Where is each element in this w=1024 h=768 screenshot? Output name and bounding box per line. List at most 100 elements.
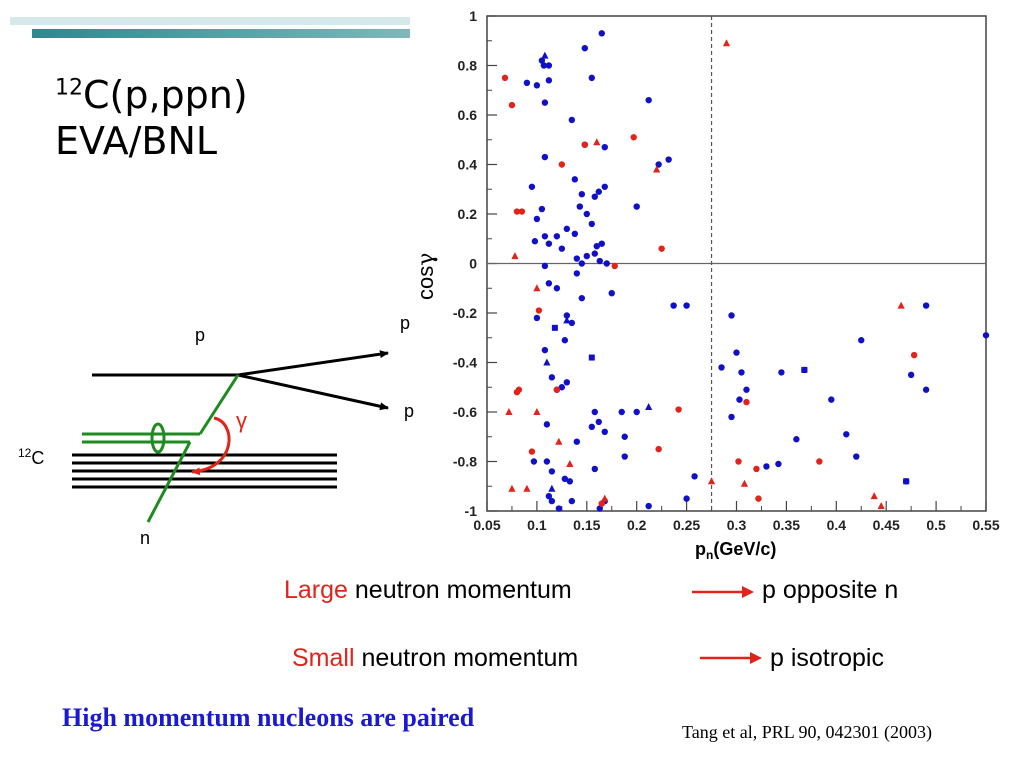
y-tick-label: -0.4 bbox=[453, 355, 477, 371]
data-point bbox=[611, 262, 618, 270]
data-point bbox=[778, 369, 785, 376]
data-point bbox=[568, 497, 576, 505]
data-point bbox=[601, 183, 608, 190]
y-tick-label: 0.8 bbox=[458, 58, 478, 74]
data-point bbox=[541, 262, 549, 270]
x-tick-label: 0.3 bbox=[727, 517, 747, 533]
data-point bbox=[563, 225, 571, 233]
data-point bbox=[568, 319, 576, 327]
x-tick-label: 0.4 bbox=[827, 517, 847, 533]
label-nucleus-sup: 12 bbox=[18, 446, 32, 460]
data-point bbox=[608, 290, 615, 297]
data-point bbox=[653, 165, 661, 173]
data-point bbox=[691, 473, 698, 480]
x-tick-label: 0.55 bbox=[972, 517, 999, 533]
data-point bbox=[545, 280, 553, 287]
data-point bbox=[545, 62, 553, 69]
data-point bbox=[598, 30, 605, 37]
data-point bbox=[655, 445, 662, 453]
data-point bbox=[598, 240, 605, 247]
data-point bbox=[591, 408, 598, 416]
paired-nucleons bbox=[82, 374, 240, 523]
data-point bbox=[733, 349, 740, 356]
data-point bbox=[551, 324, 558, 331]
data-point bbox=[513, 208, 521, 215]
data-point bbox=[853, 453, 860, 460]
data-point bbox=[548, 374, 556, 381]
x-tick-label: 0.45 bbox=[873, 517, 900, 533]
data-point bbox=[601, 494, 609, 502]
outgoing-proton2-arrow bbox=[237, 373, 389, 411]
label-gamma: γ bbox=[236, 408, 247, 433]
y-tick-label: -0.2 bbox=[453, 305, 477, 321]
x-tick-label: 0.1 bbox=[527, 517, 547, 533]
y-axis-title-cos: cos bbox=[413, 266, 438, 300]
nucleus-lines bbox=[72, 453, 337, 489]
data-point bbox=[707, 477, 716, 485]
data-point bbox=[683, 302, 690, 309]
label-p-in: p bbox=[195, 325, 205, 345]
data-point bbox=[870, 492, 878, 500]
data-point bbox=[533, 408, 541, 415]
data-point bbox=[553, 233, 561, 240]
data-point bbox=[573, 270, 581, 277]
data-point bbox=[545, 240, 553, 247]
data-point bbox=[538, 205, 546, 213]
label-p-out1: p bbox=[400, 313, 410, 333]
data-point bbox=[553, 285, 561, 292]
label-nucleus-c: C bbox=[31, 448, 44, 468]
data-point bbox=[543, 421, 551, 428]
data-point bbox=[738, 369, 745, 376]
data-point bbox=[505, 408, 513, 415]
data-point bbox=[541, 99, 549, 106]
title-line2: EVA/BNL bbox=[55, 119, 218, 163]
data-point bbox=[763, 463, 770, 470]
data-point bbox=[501, 74, 509, 82]
data-point bbox=[922, 386, 930, 393]
data-point bbox=[558, 384, 566, 391]
data-point bbox=[665, 156, 672, 163]
title-line1: C(p,ppn) bbox=[83, 73, 248, 117]
reaction-diagram: p p p γ 12C n bbox=[18, 313, 414, 548]
statement-small-emph: Small bbox=[292, 644, 355, 672]
data-point bbox=[541, 153, 549, 161]
data-point bbox=[591, 193, 598, 200]
data-point bbox=[593, 138, 601, 146]
data-point bbox=[858, 337, 865, 344]
gamma-angle-arc bbox=[191, 416, 231, 476]
data-point bbox=[535, 307, 543, 314]
data-point bbox=[775, 460, 782, 468]
statement-small: Small neutron momentum bbox=[292, 644, 578, 673]
arrow-icon bbox=[692, 586, 754, 598]
data-point bbox=[511, 252, 519, 260]
data-point bbox=[588, 354, 595, 361]
data-point bbox=[566, 478, 574, 485]
data-point bbox=[545, 492, 553, 500]
data-point bbox=[922, 302, 930, 309]
y-tick-label: -0.8 bbox=[453, 454, 477, 470]
data-point bbox=[588, 74, 595, 82]
data-point bbox=[568, 116, 576, 124]
y-axis-title-gamma: γ bbox=[414, 253, 439, 266]
y-tick-label: -1 bbox=[465, 503, 478, 519]
y-tick-label: 0.6 bbox=[458, 107, 478, 123]
data-point bbox=[982, 332, 990, 339]
data-point bbox=[571, 230, 579, 237]
data-point bbox=[728, 312, 735, 319]
data-point bbox=[548, 468, 556, 475]
data-point bbox=[530, 458, 538, 465]
data-point bbox=[621, 453, 628, 460]
x-tick-label: 0.2 bbox=[627, 517, 647, 533]
data-point bbox=[561, 337, 569, 344]
data-point bbox=[633, 203, 640, 210]
data-point bbox=[591, 465, 598, 473]
x-axis-title-unit: (GeV/c) bbox=[713, 539, 776, 559]
data-point bbox=[508, 101, 516, 109]
data-point bbox=[541, 51, 549, 59]
data-point bbox=[555, 505, 563, 512]
header-band-light bbox=[10, 17, 410, 25]
data-point bbox=[523, 484, 531, 492]
data-point bbox=[596, 257, 603, 265]
x-tick-label: 0.15 bbox=[573, 517, 600, 533]
data-point bbox=[645, 502, 652, 510]
